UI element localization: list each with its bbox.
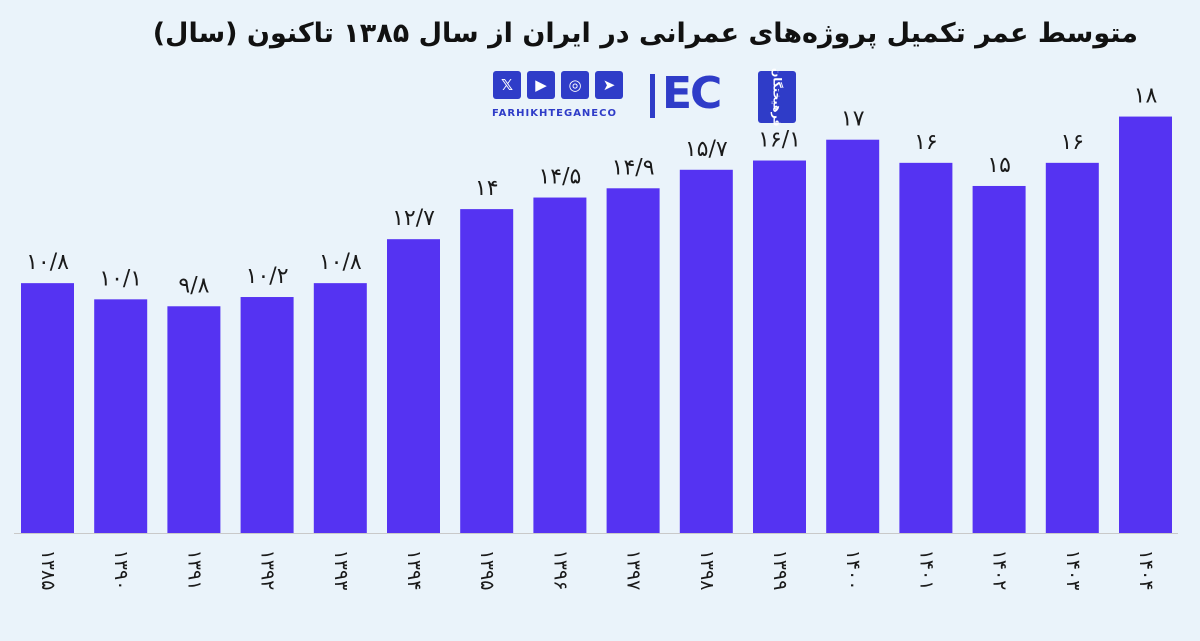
data-label: ۱۵/۷ [685,137,728,162]
brand-divider [650,74,655,118]
bar [679,169,733,533]
data-label: ۱۷ [841,107,865,132]
bar [972,185,1026,534]
bar [21,283,74,533]
data-label: ۱۰/۸ [26,250,69,275]
data-label: ۹/۸ [178,273,209,298]
brand-handle: FARHIKHTEGANECO [492,108,617,119]
brand-iec: EC [662,68,722,119]
x-tick-label: ۱۳۹۹ [769,550,791,591]
x-icon[interactable]: 𝕏 [493,71,521,99]
data-label: ۱۲/۷ [392,206,435,231]
x-tick-label: ۱۳۹۸ [696,550,718,591]
x-tick-label: ۱۴۰۳ [1062,550,1084,591]
bar [94,299,148,533]
data-label: ۱۴/۵ [538,165,581,190]
x-tick-label: ۱۴۰۰ [842,550,864,591]
data-label: ۱۶ [1060,130,1084,155]
bar [313,283,367,533]
bar [826,139,880,533]
x-tick-label: ۱۳۹۷ [623,550,645,591]
bar [460,209,514,534]
data-label: ۱۰/۲ [246,264,289,289]
bar [899,162,953,534]
youtube-icon[interactable]: ▶ [527,71,555,99]
x-tick-label: ۱۳۹۴ [403,550,425,591]
bar [533,197,587,534]
data-label: ۱۶ [914,130,938,155]
x-tick-label: ۱۴۰۲ [989,550,1011,591]
x-tick-label: ۱۳۹۶ [549,550,571,591]
bar [753,160,806,533]
bar [167,306,221,533]
data-label: ۱۴/۹ [612,155,655,180]
chart-title: متوسط عمر تکمیل پروژه‌های عمرانی در ایرا… [152,18,1138,49]
data-label: ۱۴ [475,176,499,201]
instagram-icon[interactable]: ◎ [561,71,589,99]
bar [1119,116,1172,533]
data-label: ۱۶/۱ [758,128,801,153]
bar [387,239,440,533]
x-tick-label: ۱۳۹۵ [476,550,498,591]
data-label: ۱۰/۸ [319,250,362,275]
bar [606,188,660,533]
x-tick-label: ۱۳۹۰ [110,550,132,591]
data-label: ۱۸ [1134,84,1158,109]
data-label: ۱۰/۱ [99,266,142,291]
x-tick-label: ۱۳۸۵ [37,550,59,591]
data-label: ۱۵ [987,153,1011,178]
social-icons: 𝕏 ▶ ◎ ➤ [493,71,623,99]
x-tick-label: ۱۳۹۳ [330,550,352,591]
x-tick-label: ۱۴۰۱ [915,550,937,591]
brand-seal: فرهیختگان [758,68,796,126]
bar [240,297,294,533]
x-tick-label: ۱۳۹۱ [183,550,205,591]
telegram-icon[interactable]: ➤ [595,71,623,99]
x-tick-label: ۱۴۰۴ [1135,550,1157,591]
brand-logo: 𝕏 ▶ ◎ ➤ FARHIKHTEGANECO EC فرهیختگان [490,68,810,128]
x-tick-label: ۱۳۹۲ [257,550,279,591]
bar [1045,162,1099,534]
